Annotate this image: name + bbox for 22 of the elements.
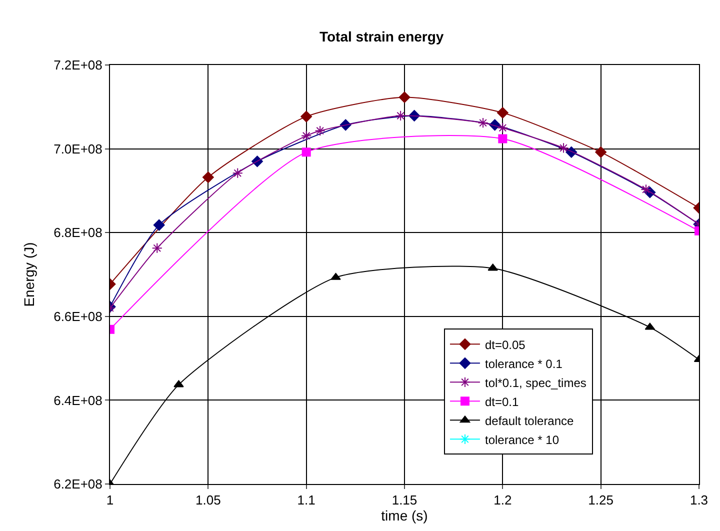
x-tick-label: 1 — [106, 492, 114, 508]
y-tick-label: 6.2E+08 — [54, 476, 102, 492]
legend-label: dt=0.05 — [484, 338, 526, 352]
x-tick-label: 1.05 — [196, 492, 221, 508]
x-tick-label: 1.2 — [494, 492, 512, 508]
x-axis-title: time (s) — [381, 508, 428, 524]
y-tick-label: 7.2E+08 — [54, 58, 102, 73]
legend-label: tol*0.1, spec_times — [484, 376, 586, 390]
x-tick-label: 1.15 — [392, 492, 418, 508]
y-tick-label: 6.8E+08 — [54, 225, 102, 240]
y-tick-label: 6.6E+08 — [54, 308, 102, 324]
y-tick-label: 7.0E+08 — [54, 141, 102, 156]
x-tick-label: 1.25 — [588, 492, 614, 508]
y-tick-label: 6.4E+08 — [54, 392, 102, 408]
legend-label: tolerance * 10 — [484, 432, 560, 447]
x-tick-label: 1.1 — [297, 492, 316, 508]
x-tick-label: 1.3 — [690, 492, 708, 508]
legend-label: dt=0.1 — [484, 394, 520, 409]
y-axis-title: Energy (J) — [21, 242, 38, 307]
legend-label: default tolerance — [484, 414, 574, 428]
chart-title: Total strain energy — [319, 28, 444, 45]
legend-label: tolerance * 0.1 — [484, 356, 563, 371]
